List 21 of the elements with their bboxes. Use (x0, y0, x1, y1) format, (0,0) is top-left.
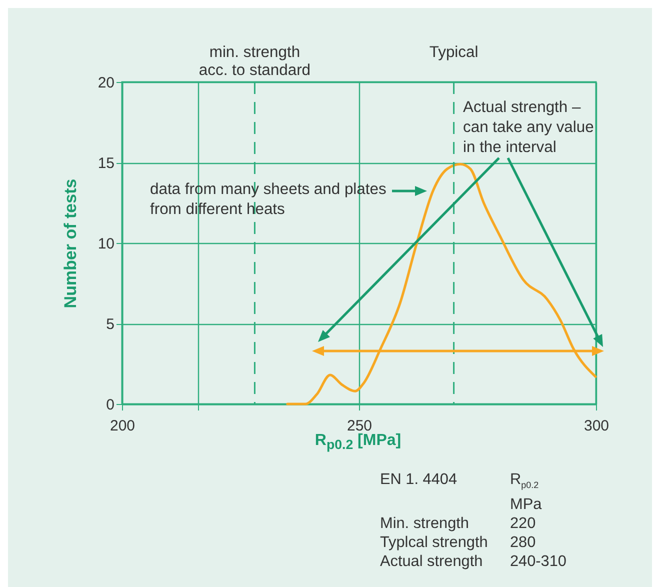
text: 220 (510, 514, 537, 534)
ref-line-label: Typical (429, 44, 478, 61)
x-tick-label: 200 (110, 418, 136, 434)
y-tick-label: 0 (106, 396, 114, 414)
text: 280 (510, 533, 537, 552)
ref-line-label: min. strength acc. to standard (198, 44, 311, 79)
y-tick-label: 15 (98, 155, 114, 172)
text: Actual strength (380, 552, 484, 572)
text: R$_{p0.2}$ MPa (510, 470, 543, 514)
x-tick-label: 300 (584, 418, 610, 434)
text: 240-310 (510, 552, 568, 572)
x-tick-label: 250 (346, 418, 372, 434)
y-axis-title: Number of tests (60, 178, 80, 308)
y-tick-label: 5 (106, 316, 114, 333)
text: EN 1. 4404 (380, 470, 458, 490)
y-tick-label: 10 (98, 236, 114, 252)
text: Typlcal strength (380, 533, 489, 552)
annotation: Actual strength – can take any value in the interval (463, 99, 594, 156)
y-tick-label: 20 (98, 74, 114, 92)
x-axis-title: R$_{p0.2}$ [MPa] (314, 432, 402, 452)
text: Min. strength (380, 514, 470, 534)
